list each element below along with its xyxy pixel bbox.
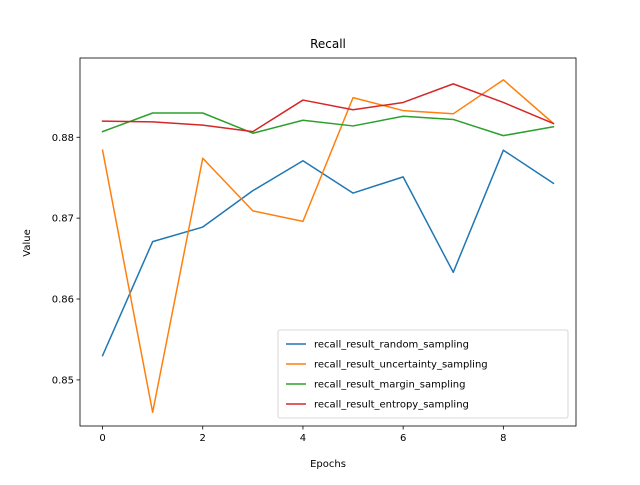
series-line-2 (101, 79, 555, 413)
y-tick-label: 0.86 (52, 295, 74, 306)
x-tick-label: 0 (99, 433, 105, 444)
plot-area: 0 2 4 6 8 0.85 0.86 0.87 0.88 (52, 57, 577, 444)
legend-box (277, 329, 569, 419)
legend-label-4: recall_result_entropy_sampling (314, 400, 469, 411)
series-line-4 (101, 83, 555, 133)
x-axis-label: Epochs (310, 459, 346, 470)
legend-label-2: recall_result_uncertainty_sampling (314, 360, 488, 371)
series-line-3 (101, 112, 555, 137)
legend: recall_result_random_sampling recall_resu… (277, 329, 569, 419)
x-tick-label: 2 (200, 433, 206, 444)
x-tick-label: 6 (400, 433, 406, 444)
y-tick-label: 0.87 (52, 214, 74, 225)
legend-label-1: recall_result_random_sampling (314, 340, 469, 351)
series-line-1 (101, 149, 555, 357)
y-tick-label: 0.88 (52, 133, 74, 144)
legend-label-3: recall_result_margin_sampling (314, 380, 465, 391)
y-axis-label: Value (22, 229, 33, 256)
y-tick-label: 0.85 (52, 375, 74, 386)
x-tick-label: 8 (500, 433, 506, 444)
x-tick-label: 4 (300, 433, 306, 444)
axes-frame (79, 57, 577, 427)
chart-title: Recall (310, 37, 346, 51)
